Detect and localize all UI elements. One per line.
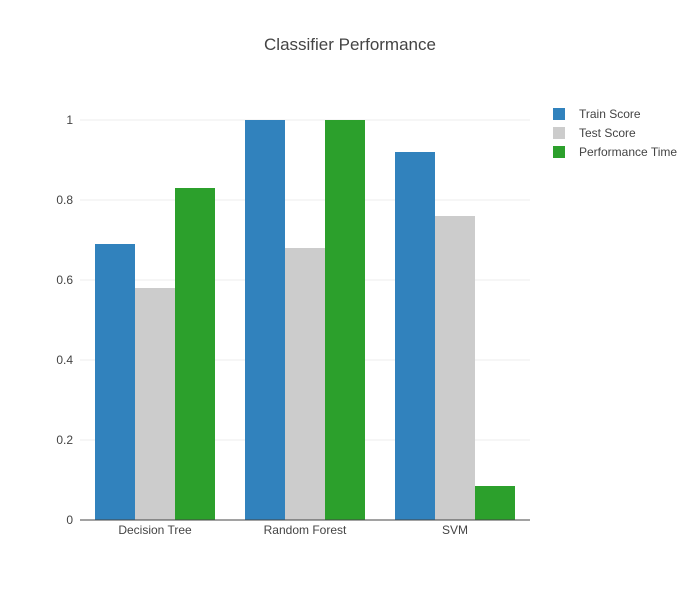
bar-train-score-svm [395,152,435,520]
x-tick-label: Decision Tree [118,523,192,537]
bar-train-score-decision-tree [95,244,135,520]
bar-train-score-random-forest [245,120,285,520]
y-tick-label: 0.6 [56,273,73,287]
bar-test-score-random-forest [285,248,325,520]
y-tick-label: 0.4 [56,353,73,367]
bar-test-score-svm [435,216,475,520]
legend-item[interactable]: Train Score [553,107,641,121]
bar-test-score-decision-tree [135,288,175,520]
legend-label: Train Score [579,107,641,121]
legend-label: Performance Time [579,145,677,159]
bar-performance-time-svm [475,486,515,520]
legend-swatch [553,108,565,120]
axes: 0 0.2 0.4 0.6 0.8 1 Decision Tree Random Forest… [56,113,530,537]
legend-label: Test Score [579,126,636,140]
x-tick-label: SVM [442,523,468,537]
bar-performance-time-random-forest [325,120,365,520]
bars [95,120,515,520]
y-tick-label: 0.8 [56,193,73,207]
legend-item[interactable]: Test Score [553,126,636,140]
x-tick-label: Random Forest [264,523,347,537]
legend-swatch [553,146,565,158]
chart-title: Classifier Performance [264,35,436,54]
legend: Train Score Test Score Performance Time [553,107,677,159]
y-tick-label: 0.2 [56,433,73,447]
bar-performance-time-decision-tree [175,188,215,520]
legend-swatch [553,127,565,139]
y-tick-label: 1 [66,113,73,127]
legend-item[interactable]: Performance Time [553,145,677,159]
y-tick-label: 0 [66,513,73,527]
